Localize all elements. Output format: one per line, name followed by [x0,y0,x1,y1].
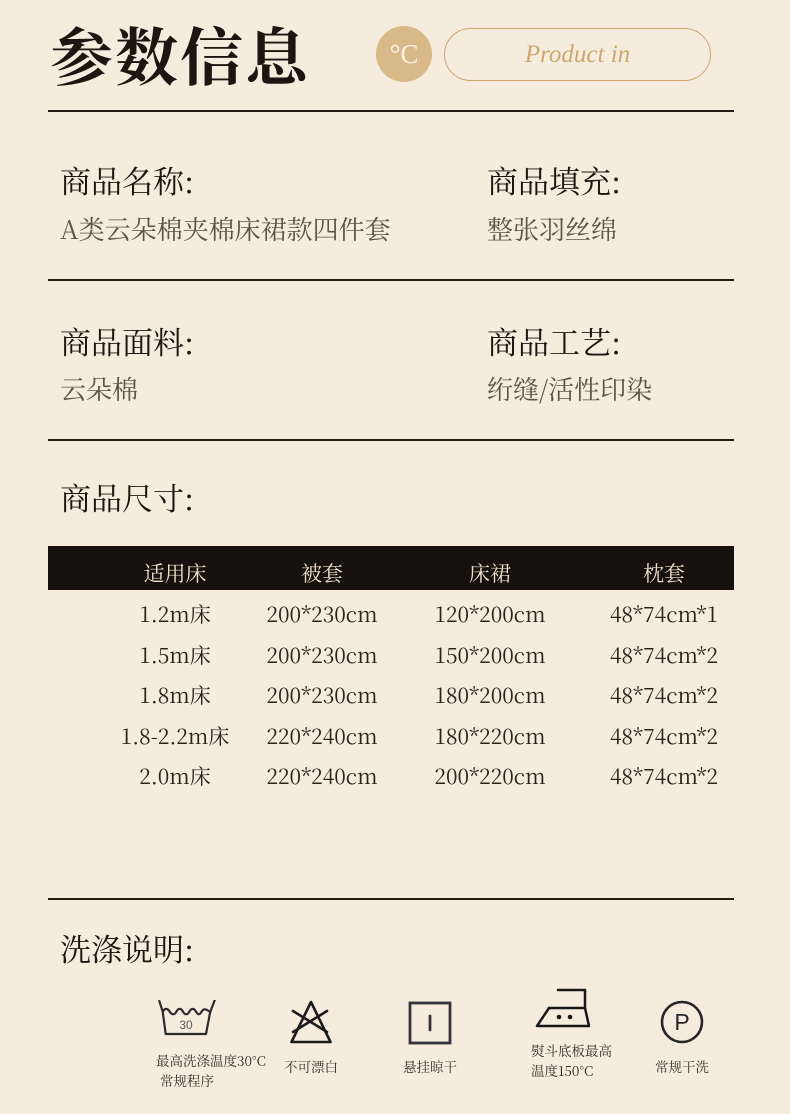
svg-text:P: P [674,1009,689,1035]
svg-text:30: 30 [179,1018,193,1032]
